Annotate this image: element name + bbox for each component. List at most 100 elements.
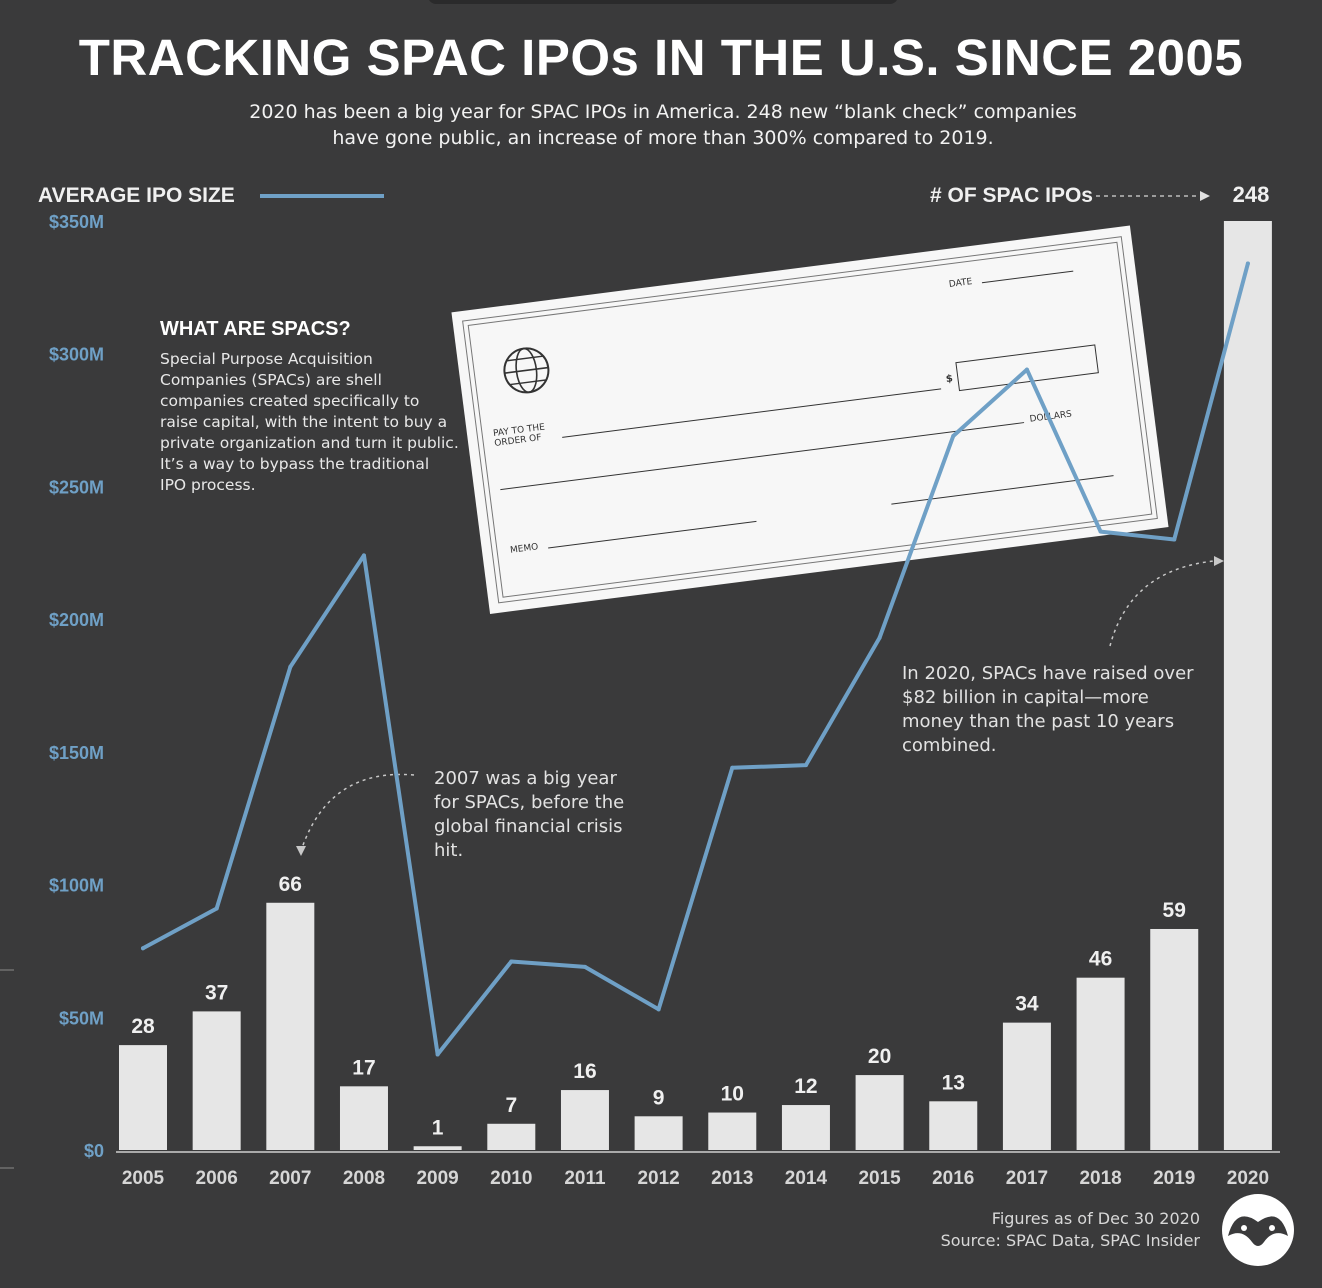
annotation-2020: In 2020, SPACs have raised over $82 bill…	[902, 663, 1194, 756]
bar-label-2009: 1	[432, 1116, 444, 1139]
bar-2019	[1150, 928, 1199, 1150]
x-tick-2010: 2010	[490, 1168, 532, 1189]
x-axis: 2005 2006 2007 2008 2009 2010 2011 2012 2013 2014…	[116, 1151, 1280, 1189]
left-axis-tick: $50M	[59, 1008, 104, 1028]
x-tick-2007: 2007	[269, 1168, 311, 1189]
bar-label-2006: 37	[205, 981, 228, 1004]
bar-2013	[708, 1112, 757, 1150]
brand-logo-icon	[1222, 1194, 1294, 1266]
bar-label-2019: 59	[1163, 899, 1186, 922]
bar-2017	[1002, 1022, 1051, 1150]
bar-2012	[634, 1116, 683, 1150]
line-point-2019	[1172, 537, 1177, 542]
x-tick-2006: 2006	[196, 1168, 238, 1189]
left-axis-tick: $200M	[49, 610, 104, 630]
bar-2015	[855, 1075, 904, 1150]
bar-2007	[266, 902, 315, 1150]
legend-spac-ipo-count: # OF SPAC IPOs	[930, 184, 1093, 207]
arrow-2020-head-icon	[1214, 556, 1224, 566]
legend-arrow-icon	[1096, 191, 1210, 201]
x-tick-2016: 2016	[932, 1168, 974, 1189]
arrow-2007-curve	[301, 773, 415, 849]
line-point-2014	[803, 763, 808, 768]
left-axis-tick: $250M	[49, 477, 104, 497]
bar-label-2014: 12	[794, 1075, 817, 1098]
line-point-2012	[656, 1007, 661, 1012]
line-point-2009	[435, 1052, 440, 1057]
left-axis-tick: $150M	[49, 743, 104, 763]
line-point-2005	[141, 946, 145, 951]
left-axis-tick: $350M	[49, 212, 104, 232]
bar-label-2018: 46	[1089, 948, 1112, 971]
bar-2008	[339, 1086, 388, 1150]
check-memo-label: MEMO	[510, 542, 539, 556]
blank-check-illustration: DATE $ PAY TO THE ORDER OF DOLLARS MEMO	[451, 225, 1169, 614]
x-tick-2009: 2009	[416, 1168, 458, 1189]
legend-average-ipo-size: AVERAGE IPO SIZE	[38, 184, 235, 207]
x-tick-2013: 2013	[711, 1168, 753, 1189]
bar-2011	[560, 1090, 609, 1150]
bar-2016	[929, 1101, 978, 1150]
bar-2009	[413, 1146, 462, 1150]
x-tick-2011: 2011	[564, 1168, 606, 1189]
x-tick-2017: 2017	[1006, 1168, 1048, 1189]
line-point-2008	[361, 553, 366, 558]
bar-label-2005: 28	[131, 1015, 155, 1038]
check-date-label: DATE	[948, 277, 973, 290]
annotation-2007: 2007 was a big year for SPACs, before th…	[434, 768, 625, 861]
x-tick-2020: 2020	[1227, 1168, 1269, 1189]
left-axis-tick: $300M	[49, 345, 104, 365]
check-paper	[451, 225, 1169, 614]
line-point-2007	[288, 664, 293, 669]
x-tick-2008: 2008	[343, 1168, 385, 1189]
subtitle-line-2: have gone public, an increase of more th…	[332, 127, 994, 149]
subtitle-line-1: 2020 has been a big year for SPAC IPOs i…	[249, 101, 1077, 123]
left-axis: $0 $50M $100M $150M $200M $250M $300M $350M	[49, 212, 104, 1161]
bar-label-2017: 34	[1015, 993, 1039, 1016]
x-tick-2012: 2012	[637, 1168, 679, 1189]
footnote-date: Figures as of Dec 30 2020	[991, 1209, 1200, 1228]
line-point-2016	[951, 433, 956, 438]
check-amount-box	[955, 344, 1099, 392]
arrow-2007-head-icon	[296, 846, 306, 856]
bar-2014	[781, 1105, 830, 1150]
bar-label-2010: 7	[505, 1094, 517, 1117]
bar-2006	[192, 1011, 241, 1150]
line-point-2018	[1098, 529, 1103, 534]
bar-label-2012: 9	[653, 1086, 665, 1109]
side-decor	[0, 969, 14, 1169]
bar-label-2007: 66	[279, 873, 302, 896]
bars	[119, 221, 1272, 1150]
check-border-outer	[462, 236, 1158, 604]
top-tab	[428, 0, 898, 4]
line-point-2006	[214, 906, 219, 911]
average-ipo-size-line	[141, 261, 1250, 1057]
bar-label-2011: 16	[573, 1060, 596, 1083]
value-2020-top: 248	[1232, 182, 1270, 207]
line-point-2015	[877, 635, 882, 640]
what-are-spacs-body: Special Purpose Acquisition Companies (S…	[160, 350, 459, 494]
footnote-source: Source: SPAC Data, SPAC Insider	[940, 1231, 1200, 1250]
x-tick-2015: 2015	[858, 1168, 901, 1189]
bar-label-2008: 17	[352, 1056, 375, 1079]
bar-label-2015: 20	[868, 1045, 891, 1068]
globe-icon	[503, 347, 550, 394]
bar-2010	[487, 1123, 536, 1150]
x-tick-2018: 2018	[1079, 1168, 1121, 1189]
arrow-2020-curve	[1109, 560, 1215, 647]
legend-line-swatch	[260, 194, 384, 198]
bar-label-2013: 10	[721, 1083, 744, 1106]
check-dollar-sign: $	[945, 373, 953, 385]
bar-2018	[1076, 977, 1125, 1150]
x-tick-2019: 2019	[1153, 1168, 1195, 1189]
left-axis-tick: $0	[84, 1141, 104, 1161]
left-axis-tick: $100M	[49, 876, 104, 896]
line-points	[141, 261, 1250, 1057]
bar-2005	[119, 1045, 167, 1150]
bar-label-2016: 13	[942, 1071, 965, 1094]
line-point-2011	[582, 964, 587, 969]
footnote: Figures as of Dec 30 2020 Source: SPAC D…	[860, 1208, 1200, 1252]
